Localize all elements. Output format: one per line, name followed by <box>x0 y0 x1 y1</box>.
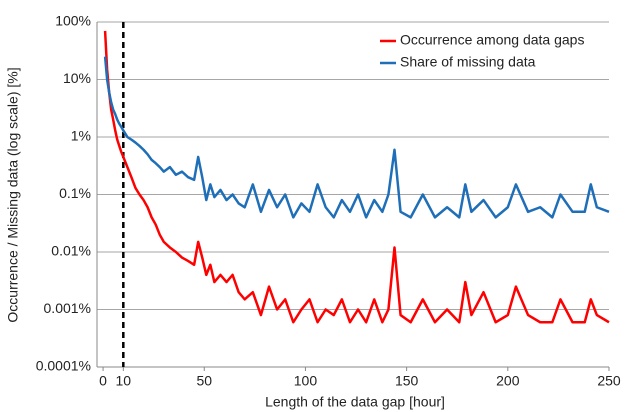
y-tick-label: 0.001% <box>44 300 91 316</box>
x-tick-label: 200 <box>496 373 520 389</box>
x-tick-label: 50 <box>196 373 212 389</box>
y-tick-label: 0.0001% <box>36 358 91 374</box>
x-tick-label: 0 <box>99 373 107 389</box>
legend-label: Share of missing data <box>400 54 536 70</box>
series-line <box>103 30 610 324</box>
y-tick-label: 0.01% <box>51 243 91 259</box>
series-line <box>103 56 610 219</box>
x-tick-label: 100 <box>294 373 318 389</box>
y-tick-label: 0.1% <box>59 185 91 201</box>
legend-label: Occurrence among data gaps <box>400 32 584 48</box>
x-axis-title: Length of the data gap [hour] <box>265 394 445 410</box>
y-axis-title: Occurrence / Missing data (log scale) [%… <box>5 67 21 322</box>
y-tick-label: 100% <box>55 13 91 29</box>
y-tick-label: 1% <box>71 128 91 144</box>
x-tick-label: 250 <box>597 373 621 389</box>
y-tick-label: 10% <box>63 70 91 86</box>
x-tick-label: 10 <box>116 373 132 389</box>
x-tick-label: 150 <box>395 373 419 389</box>
